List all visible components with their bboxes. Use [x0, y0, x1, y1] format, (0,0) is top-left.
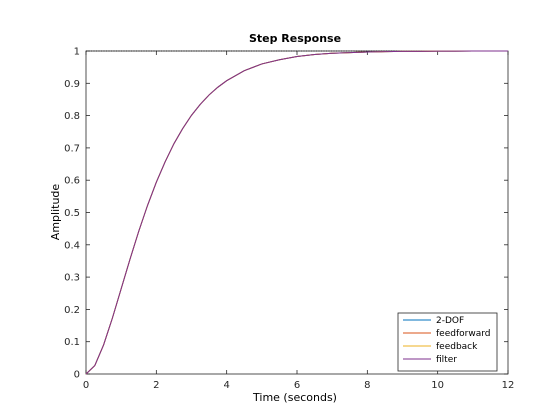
y-tick-label: 0.4: [64, 240, 80, 251]
y-tick-label: 0.2: [64, 305, 80, 316]
series-line-filter: [85, 50, 509, 375]
y-tick-label: 0.8: [64, 111, 80, 122]
y-tick-label: 0.1: [64, 337, 80, 348]
legend-label: feedback: [436, 342, 478, 352]
legend-label: 2-DOF: [436, 316, 464, 326]
x-tick-label: 2: [153, 380, 159, 391]
y-tick-label: 0.6: [64, 176, 80, 187]
y-tick-label: 0.5: [64, 208, 80, 219]
x-tick-label: 12: [502, 380, 515, 391]
x-axis-title: Time (seconds): [252, 391, 337, 404]
y-tick-label: 0: [74, 370, 80, 381]
legend-label: filter: [436, 355, 457, 365]
x-tick-label: 10: [431, 380, 444, 391]
legend-box: [397, 312, 498, 372]
legend: 2-DOF feedforward feedback filter: [397, 312, 498, 372]
x-tick-label: 6: [294, 380, 300, 391]
legend-label: feedforward: [436, 329, 490, 339]
y-axis-title: Amplitude: [49, 184, 62, 241]
chart-title: Step Response: [249, 32, 341, 45]
y-tick-label: 0.3: [64, 273, 80, 284]
y-tick-label: 0.7: [64, 143, 80, 154]
y-tick-label: 1: [74, 47, 80, 58]
plot-area: 0 2 4 6 8 10 12 0 0.1 0.2 0.3 0.4 0.5 0.6 0.7 0.8 0.9 1: [64, 47, 514, 392]
x-tick-label: 4: [223, 380, 229, 391]
y-tick-label: 0.9: [64, 79, 80, 90]
x-tick-label: 8: [364, 380, 370, 391]
x-tick-label: 0: [83, 380, 89, 391]
